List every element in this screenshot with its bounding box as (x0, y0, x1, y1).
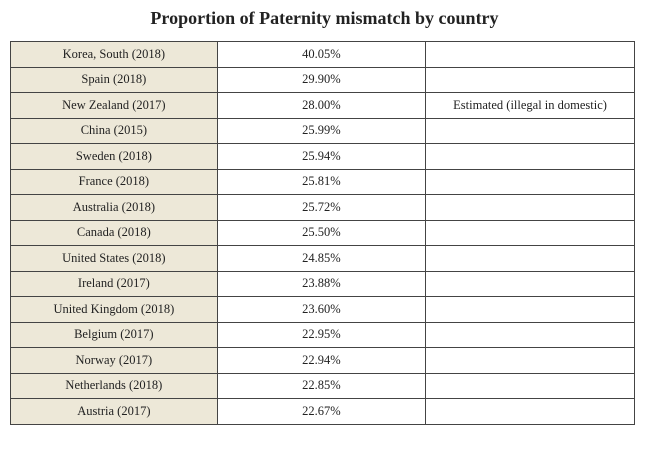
table-row: New Zealand (2017) 28.00% Estimated (illeg… (10, 92, 635, 119)
country-cell: Korea, South (2018) (10, 41, 218, 68)
value-cell: 25.81% (216, 168, 427, 195)
value-cell: 25.99% (216, 117, 427, 144)
country-cell: Austria (2017) (10, 398, 218, 425)
table-body: Korea, South (2018) 40.05% Spain (2018) 29.… (10, 41, 635, 425)
table-row: Spain (2018) 29.90% (10, 66, 635, 93)
value-cell: 22.67% (216, 398, 427, 425)
note-cell (425, 143, 635, 170)
note-cell (425, 347, 635, 374)
country-cell: New Zealand (2017) (10, 92, 218, 119)
note-cell (425, 168, 635, 195)
country-cell: Ireland (2017) (10, 270, 218, 297)
table-row: France (2018) 25.81% (10, 168, 635, 195)
note-cell (425, 117, 635, 144)
note-cell: Estimated (illegal in domestic) (425, 92, 635, 119)
country-cell: Spain (2018) (10, 66, 218, 93)
country-cell: Netherlands (2018) (10, 372, 218, 399)
note-cell (425, 194, 635, 221)
value-cell: 23.60% (216, 296, 427, 323)
country-cell: Belgium (2017) (10, 321, 218, 348)
table-row: United Kingdom (2018) 23.60% (10, 296, 635, 323)
table-row: Korea, South (2018) 40.05% (10, 41, 635, 68)
title: Proportion of Paternity mismatch by coun… (150, 8, 499, 28)
table-row: Belgium (2017) 22.95% (10, 321, 635, 348)
country-cell: Australia (2018) (10, 194, 218, 221)
note-cell (425, 296, 635, 323)
table-row: China (2015) 25.99% (10, 117, 635, 144)
table-row: Austria (2017) 22.67% (10, 398, 635, 425)
value-cell: 29.90% (216, 66, 427, 93)
note-cell (425, 41, 635, 68)
note-cell (425, 372, 635, 399)
value-cell: 22.95% (216, 321, 427, 348)
table-row: Ireland (2017) 23.88% (10, 270, 635, 297)
value-cell: 23.88% (216, 270, 427, 297)
value-cell: 24.85% (216, 245, 427, 272)
value-cell: 22.94% (216, 347, 427, 374)
value-cell: 25.50% (216, 219, 427, 246)
note-cell (425, 398, 635, 425)
country-cell: France (2018) (10, 168, 218, 195)
data-table: Korea, South (2018) 40.05% Spain (2018) 29.… (10, 41, 635, 425)
table-row: United States (2018) 24.85% (10, 245, 635, 272)
country-cell: China (2015) (10, 117, 218, 144)
country-cell: Norway (2017) (10, 347, 218, 374)
country-cell: United Kingdom (2018) (10, 296, 218, 323)
value-cell: 25.72% (216, 194, 427, 221)
table-row: Norway (2017) 22.94% (10, 347, 635, 374)
note-cell (425, 66, 635, 93)
table-row: Netherlands (2018) 22.85% (10, 372, 635, 399)
country-cell: United States (2018) (10, 245, 218, 272)
value-cell: 22.85% (216, 372, 427, 399)
table-row: Sweden (2018) 25.94% (10, 143, 635, 170)
value-cell: 40.05% (216, 41, 427, 68)
value-cell: 25.94% (216, 143, 427, 170)
value-cell: 28.00% (216, 92, 427, 119)
country-cell: Sweden (2018) (10, 143, 218, 170)
note-cell (425, 245, 635, 272)
country-cell: Canada (2018) (10, 219, 218, 246)
note-cell (425, 270, 635, 297)
note-cell (425, 219, 635, 246)
table-row: Australia (2018) 25.72% (10, 194, 635, 221)
note-cell (425, 321, 635, 348)
table-row: Canada (2018) 25.50% (10, 219, 635, 246)
